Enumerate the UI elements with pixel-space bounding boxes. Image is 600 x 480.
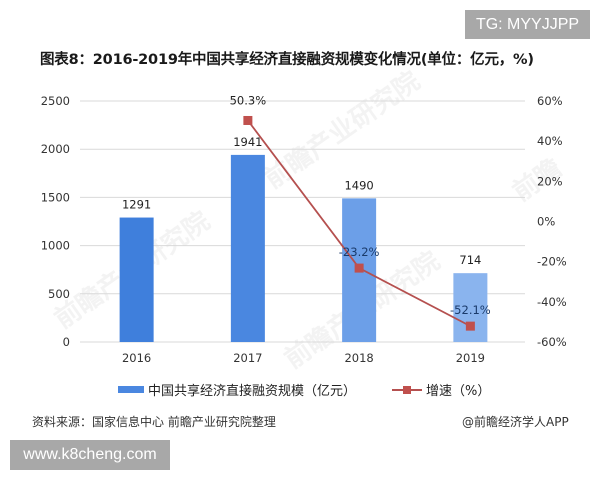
tg-watermark-badge: TG: MYYJJPP (465, 10, 590, 39)
bar-2017 (230, 154, 265, 342)
legend-line-marker-icon (392, 384, 423, 396)
chart-title: 图表8：2016-2019年中国共享经济直接融资规模变化情况(单位：亿元，%) (40, 52, 534, 68)
left-tick-label: 1000 (41, 239, 70, 253)
legend-item-bar: 中国共享经济直接融资规模（亿元） (118, 380, 356, 399)
left-tick-label: 2500 (41, 94, 70, 108)
line-value-label: -52.1% (450, 303, 491, 317)
legend-bar-label: 中国共享经济直接融资规模（亿元） (148, 384, 357, 399)
right-tick-label: 40% (537, 134, 563, 148)
left-tick-label: 2000 (41, 142, 70, 156)
left-y-axis: 0 500 1000 1500 2000 2500 (41, 94, 70, 349)
left-tick-label: 0 (63, 335, 70, 349)
x-axis: 2016 2017 2018 2019 (122, 351, 485, 365)
bar-series: 1291 1941 1490 714 (119, 135, 488, 342)
x-tick-label: 2016 (122, 351, 151, 365)
right-y-axis: -60% -40% -20% 0% 20% 40% 60% (537, 94, 567, 349)
bar-2016 (119, 217, 154, 342)
bar-value-label: 1490 (344, 178, 373, 192)
legend-line-label: 增速（%） (426, 384, 491, 399)
left-tick-label: 500 (48, 287, 70, 301)
x-tick-label: 2019 (456, 351, 485, 365)
right-tick-label: 0% (537, 215, 555, 229)
right-tick-label: 20% (537, 174, 563, 188)
right-tick-label: 60% (537, 94, 563, 108)
bar-value-label: 714 (459, 253, 481, 267)
line-marker-icon (243, 115, 253, 125)
bar-value-label: 1291 (122, 198, 151, 212)
line-value-label: -23.2% (339, 245, 380, 259)
line-value-label: 50.3% (230, 93, 267, 107)
line-marker-icon (465, 321, 475, 331)
chart-legend: 中国共享经济直接融资规模（亿元） 增速（%） (118, 380, 526, 399)
source-note: 资料来源：国家信息中心 前瞻产业研究院整理 (32, 415, 276, 429)
bar-value-label: 1941 (233, 135, 262, 149)
left-tick-label: 1500 (41, 190, 70, 204)
site-watermark-badge: www.k8cheng.com (10, 440, 170, 470)
legend-bar-swatch-icon (118, 386, 144, 393)
gridlines (80, 100, 525, 343)
x-tick-label: 2017 (233, 351, 262, 365)
line-marker-icon (354, 263, 364, 273)
legend-item-line: 增速（%） (392, 380, 490, 399)
x-tick-label: 2018 (344, 351, 373, 365)
right-tick-label: -60% (537, 335, 567, 349)
credit-note: @前瞻经济学人APP (462, 415, 569, 429)
right-tick-label: -40% (537, 295, 567, 309)
line-series: 50.3% -23.2% -52.1% (230, 93, 491, 331)
right-tick-label: -20% (537, 255, 567, 269)
